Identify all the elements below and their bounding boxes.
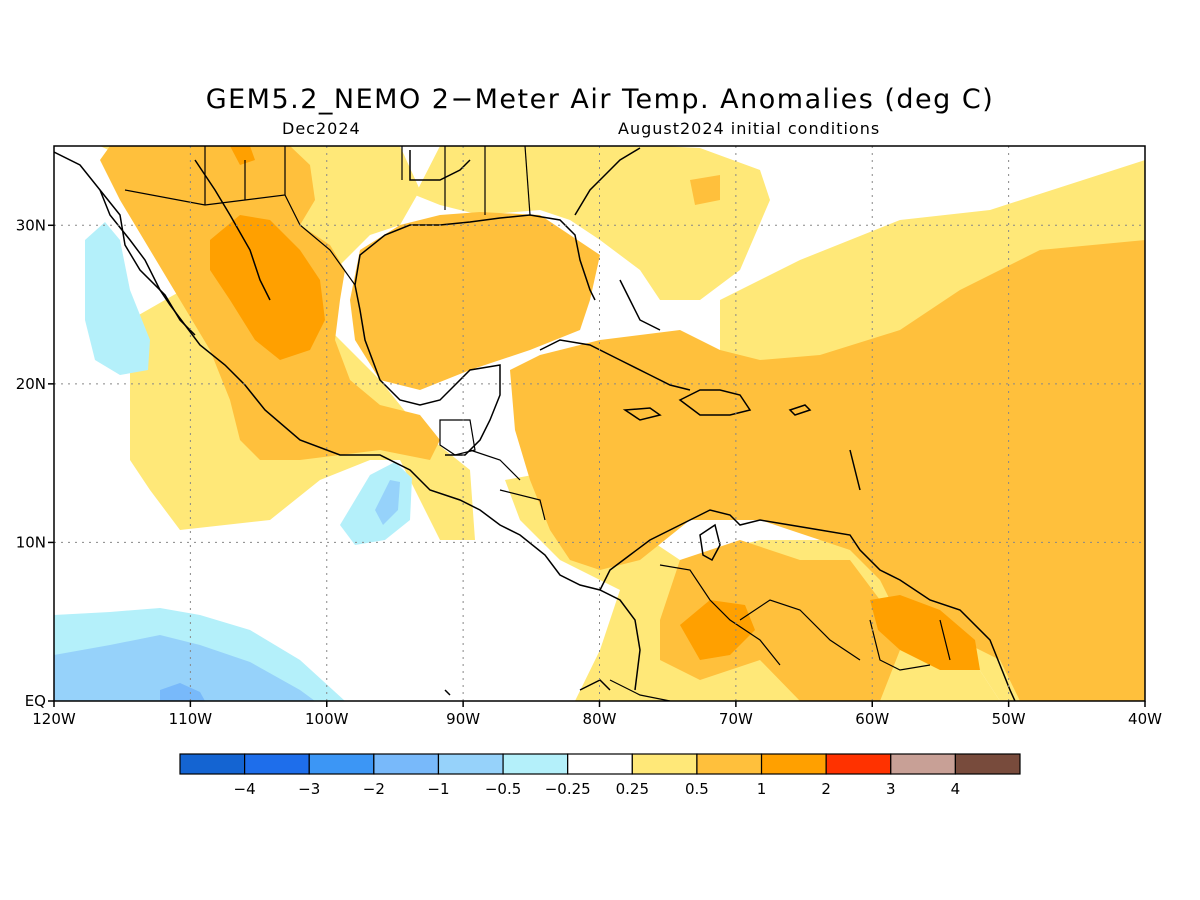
colorbar-label: −4 [234,780,256,798]
x-tick-label: 90W [446,710,480,728]
anomaly-fields [54,146,1145,701]
anomaly-region-pos-1 [230,146,255,165]
x-tick-label: 120W [32,710,76,728]
x-tick-label: 110W [169,710,213,728]
colorbar-swatch [696,753,763,775]
latitude-axis: EQ 10N 20N 30N [16,216,54,710]
x-tick-label: 100W [305,710,349,728]
anomaly-region-pos-05 [350,212,600,390]
anomaly-region-neg-05 [54,635,315,701]
y-tick-label: 10N [16,533,46,551]
colorbar-label: −2 [363,780,385,798]
x-tick-label: 40W [1128,710,1162,728]
longitude-axis: 120W 110W 100W 90W 80W 70W 60W 50W 40W [32,701,1162,728]
colorbar-label: 3 [886,780,896,798]
colorbar-label: 2 [821,780,831,798]
colorbar-swatch [244,753,310,775]
x-tick-label: 80W [583,710,617,728]
map-title: GEM5.2_NEMO 2−Meter Air Temp. Anomalies … [205,84,995,115]
colorbar-swatch [954,753,1021,775]
y-tick-label: EQ [25,692,46,710]
colorbar-swatch [890,753,956,775]
y-tick-label: 20N [16,375,46,393]
anomaly-region-pos-05 [510,240,1145,701]
anomaly-region-pos-05 [690,175,720,205]
colorbar-swatch [437,753,504,775]
anomaly-region-pos-1 [210,215,325,360]
x-tick-label: 70W [719,710,753,728]
colorbar-swatch [373,753,440,775]
colorbar-label: −1 [427,780,449,798]
anomaly-region-neg-025 [85,222,150,375]
colorbar-swatch [760,753,827,775]
y-tick-label: 30N [16,216,46,234]
anomaly-region-neg-1 [160,683,205,701]
colorbar-swatch [567,753,633,775]
x-tick-label: 50W [992,710,1026,728]
colorbar-swatch [502,753,569,775]
colorbar-label: 1 [757,780,767,798]
colorbar-label: −0.5 [485,780,521,798]
forecast-month: Dec2024 [282,119,361,138]
colorbar-swatch [308,753,375,775]
coastlines [54,147,1016,701]
colorbar-label: 0.5 [685,780,709,798]
initial-conditions: August2024 initial conditions [618,119,881,138]
anomaly-region-pos-05 [660,540,900,701]
colorbar: −4 −3 −2 −1 −0.5 −0.25 0.25 0.5 1 2 3 4 [179,753,1021,798]
colorbar-label: 0.25 [616,780,649,798]
colorbar-swatch [825,753,892,775]
colorbar-label: −0.25 [545,780,591,798]
colorbar-label: 4 [951,780,961,798]
lat-lon-grid [54,146,1145,701]
anomaly-region-pos-025 [415,146,770,300]
x-tick-label: 60W [855,710,889,728]
colorbar-label: −3 [298,780,320,798]
colorbar-swatch [179,753,246,775]
anomaly-region-pos-1 [870,595,980,670]
anomaly-region-neg-05 [375,480,400,525]
borders [124,146,951,701]
colorbar-swatch [631,753,698,775]
